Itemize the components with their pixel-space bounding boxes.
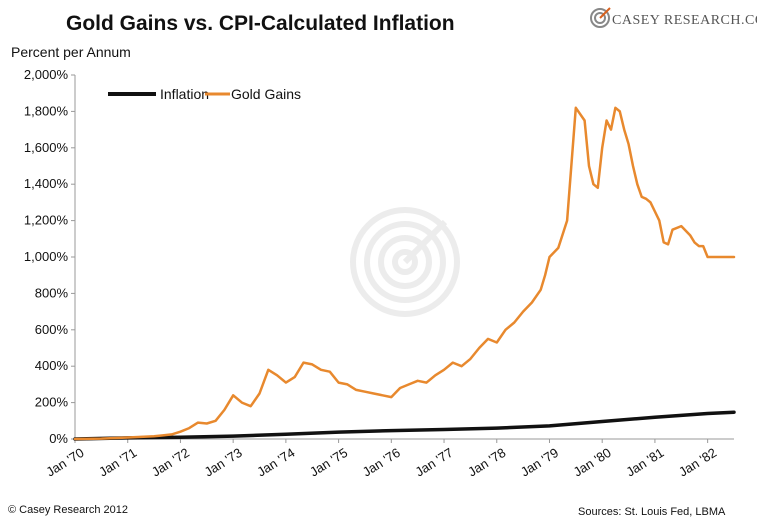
series-layer: [73, 106, 736, 441]
y-axis-label: Percent per Annum: [11, 44, 131, 60]
footnote-copyright: © Casey Research 2012: [8, 504, 128, 516]
y-tick-label: 800%: [35, 285, 69, 300]
y-tick-label: 1,600%: [24, 140, 69, 155]
y-tick-label: 1,800%: [24, 103, 69, 118]
footnote-sources: Sources: St. Louis Fed, LBMA: [578, 506, 726, 518]
x-tick-label: Jan '72: [149, 445, 192, 480]
y-tick-label: 200%: [35, 395, 69, 410]
x-tick-label: Jan '75: [307, 445, 350, 480]
x-tick-label: Jan '81: [623, 445, 666, 480]
y-tick-label: 1,000%: [24, 249, 69, 264]
logo-text: CASEY RESEARCH.COM: [612, 13, 757, 28]
y-tick-label: 2,000%: [24, 67, 69, 82]
series-line-gold-gains: [73, 106, 736, 441]
casey-research-logo: CASEY RESEARCH.COM: [590, 7, 757, 28]
y-tick-label: 1,400%: [24, 176, 69, 191]
x-ticks: Jan '70 Jan '71 Jan '72 Jan '73 Jan '74 Jan '…: [43, 439, 719, 480]
x-tick-label: Jan '78: [465, 445, 508, 480]
x-tick-label: Jan '77: [412, 445, 455, 480]
logo-target-icon: [590, 7, 611, 28]
legend-label-gold-gains: Gold Gains: [231, 86, 301, 102]
y-tick-label: 600%: [35, 322, 69, 337]
x-tick-label: Jan '80: [571, 445, 614, 480]
x-tick-label: Jan '82: [676, 445, 719, 480]
x-tick-label: Jan '70: [43, 445, 86, 480]
watermark-icon: [350, 207, 460, 317]
legend: Inflation Gold Gains: [108, 86, 301, 102]
y-tick-label: 1,200%: [24, 213, 69, 228]
x-tick-label: Jan '71: [96, 445, 139, 480]
chart-title: Gold Gains vs. CPI-Calculated Inflation: [66, 12, 455, 35]
x-tick-label: Jan '76: [360, 445, 403, 480]
y-tick-label: 0%: [49, 431, 68, 446]
y-ticks: 0% 200% 400% 600% 800% 1,000% 1,200% 1,400% 1,60…: [24, 67, 75, 446]
x-tick-label: Jan '79: [518, 445, 561, 480]
legend-label-inflation: Inflation: [160, 86, 209, 102]
series-line-inflation: [73, 410, 736, 441]
x-tick-label: Jan '73: [202, 445, 245, 480]
y-tick-label: 400%: [35, 358, 69, 373]
x-tick-label: Jan '74: [254, 445, 297, 480]
